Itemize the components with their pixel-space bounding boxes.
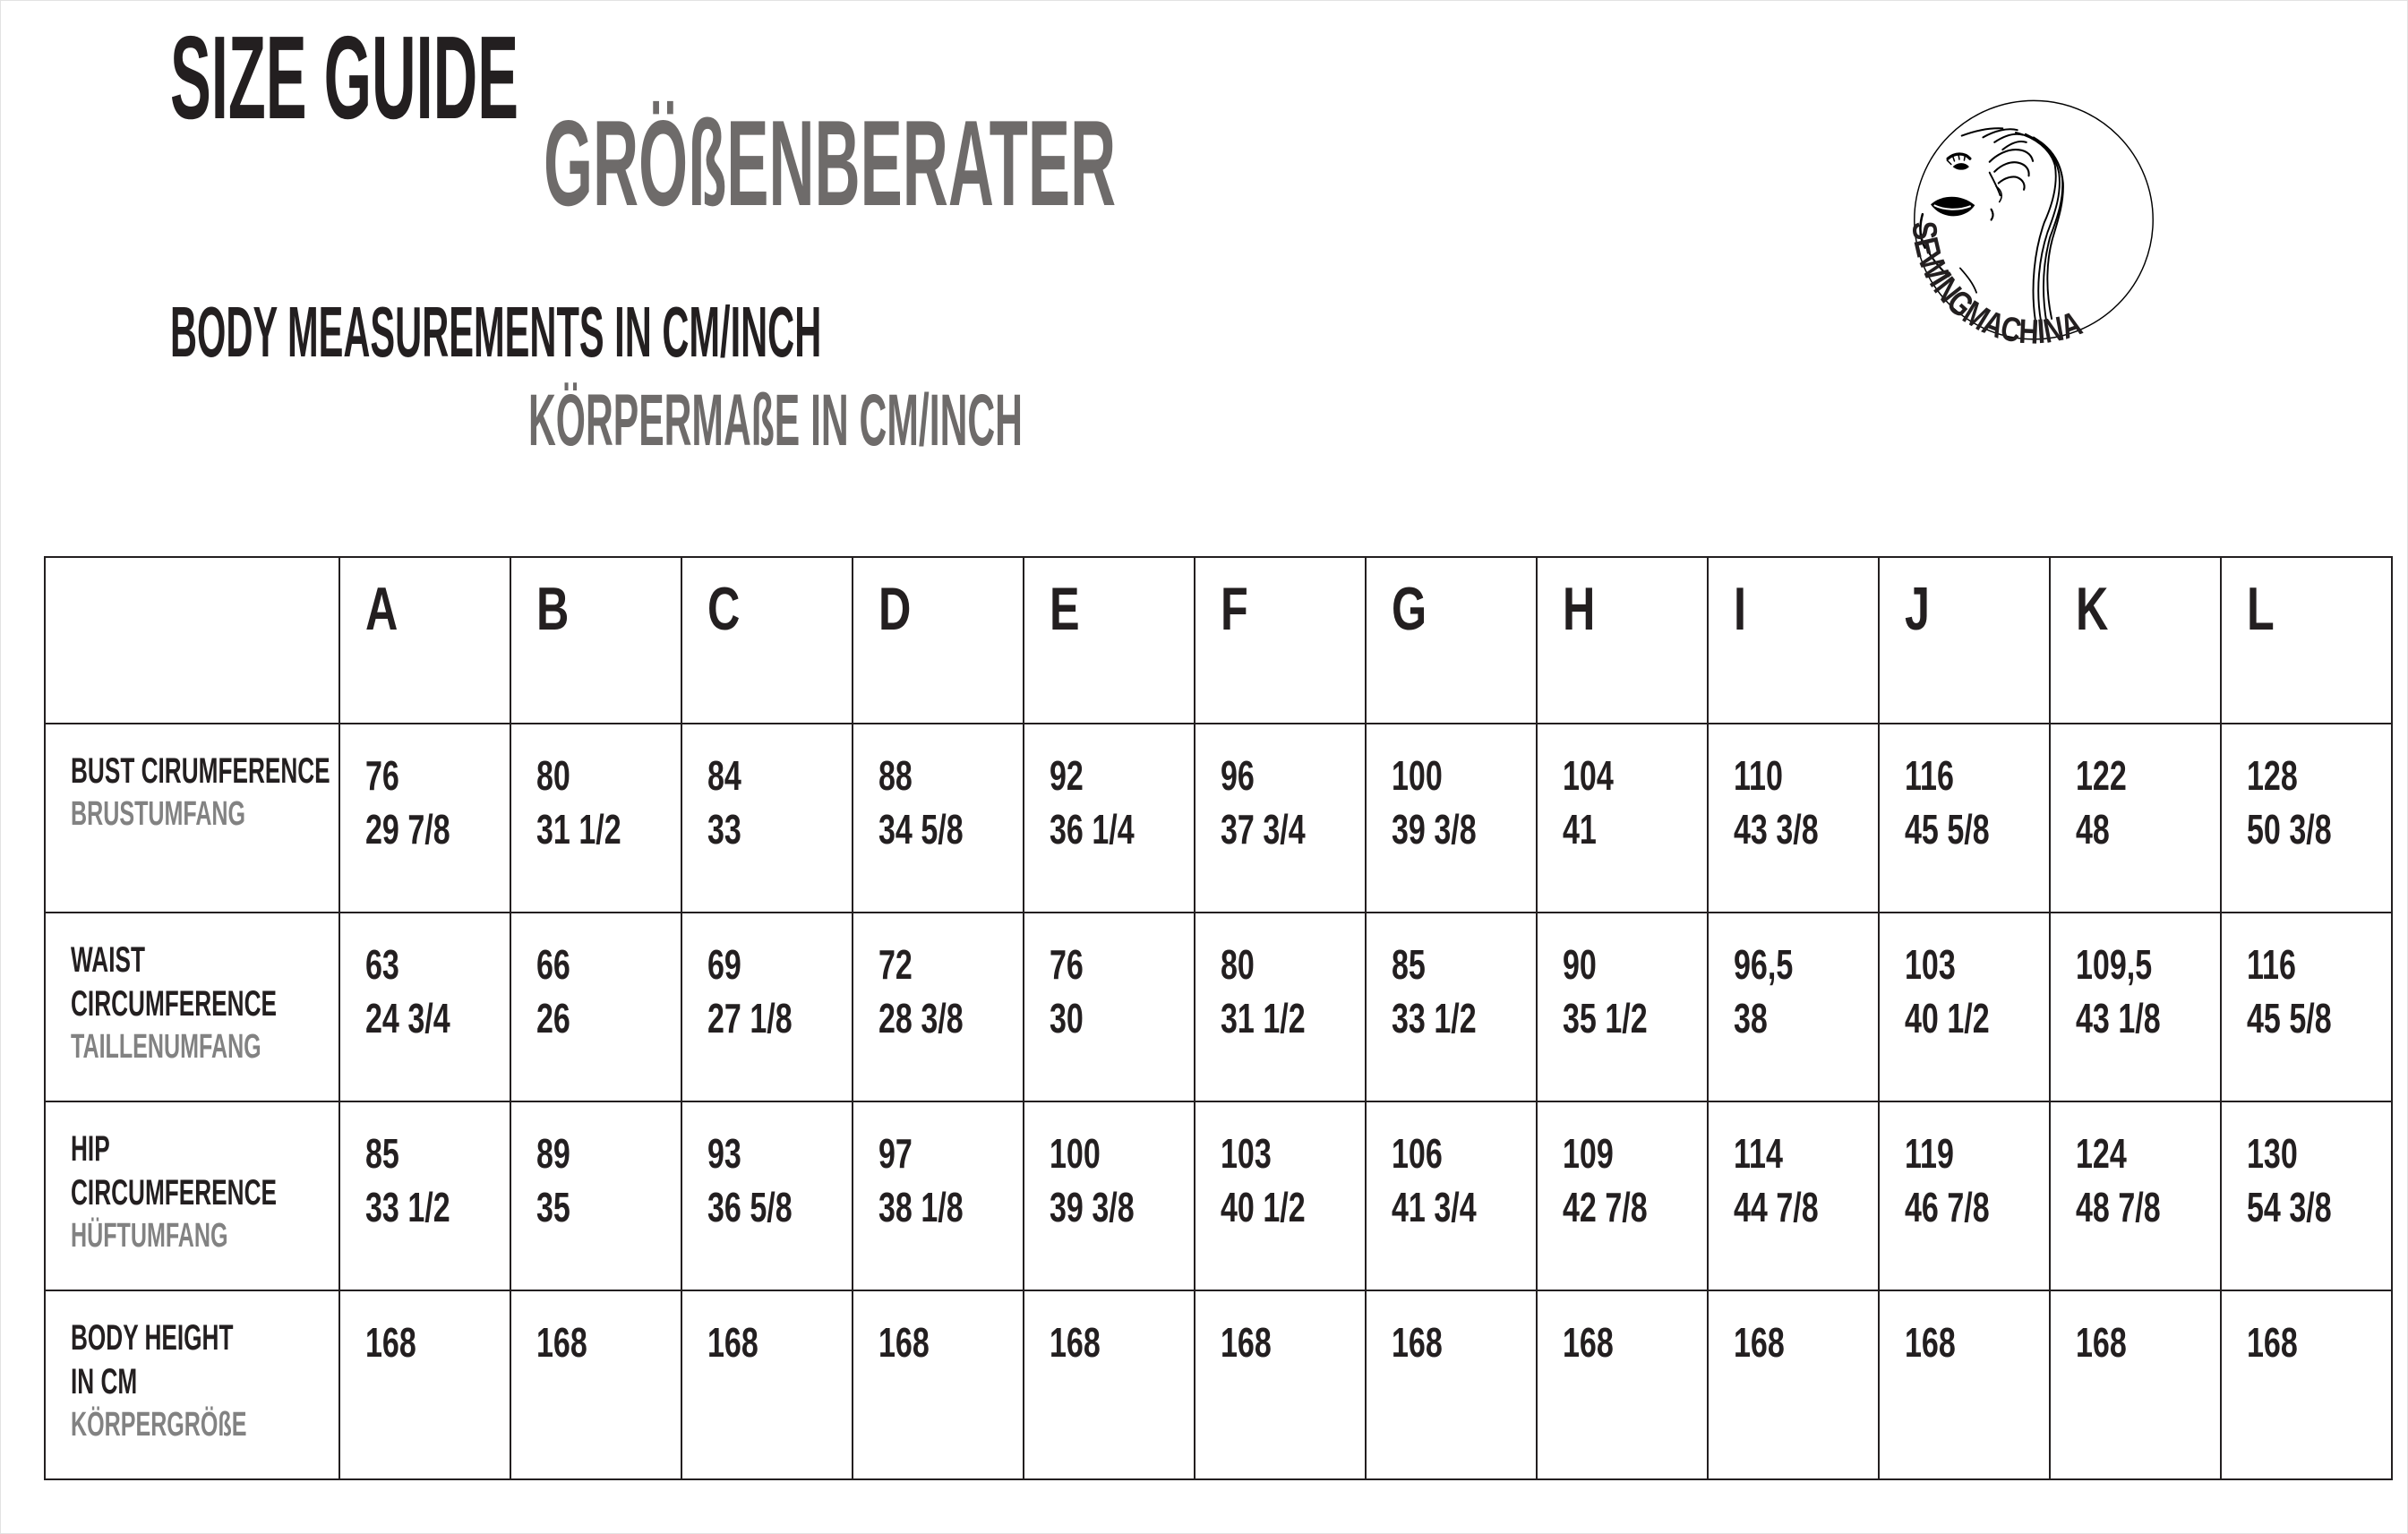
svg-text:SEWINGMACHINA: SEWINGMACHINA xyxy=(1907,220,2087,347)
